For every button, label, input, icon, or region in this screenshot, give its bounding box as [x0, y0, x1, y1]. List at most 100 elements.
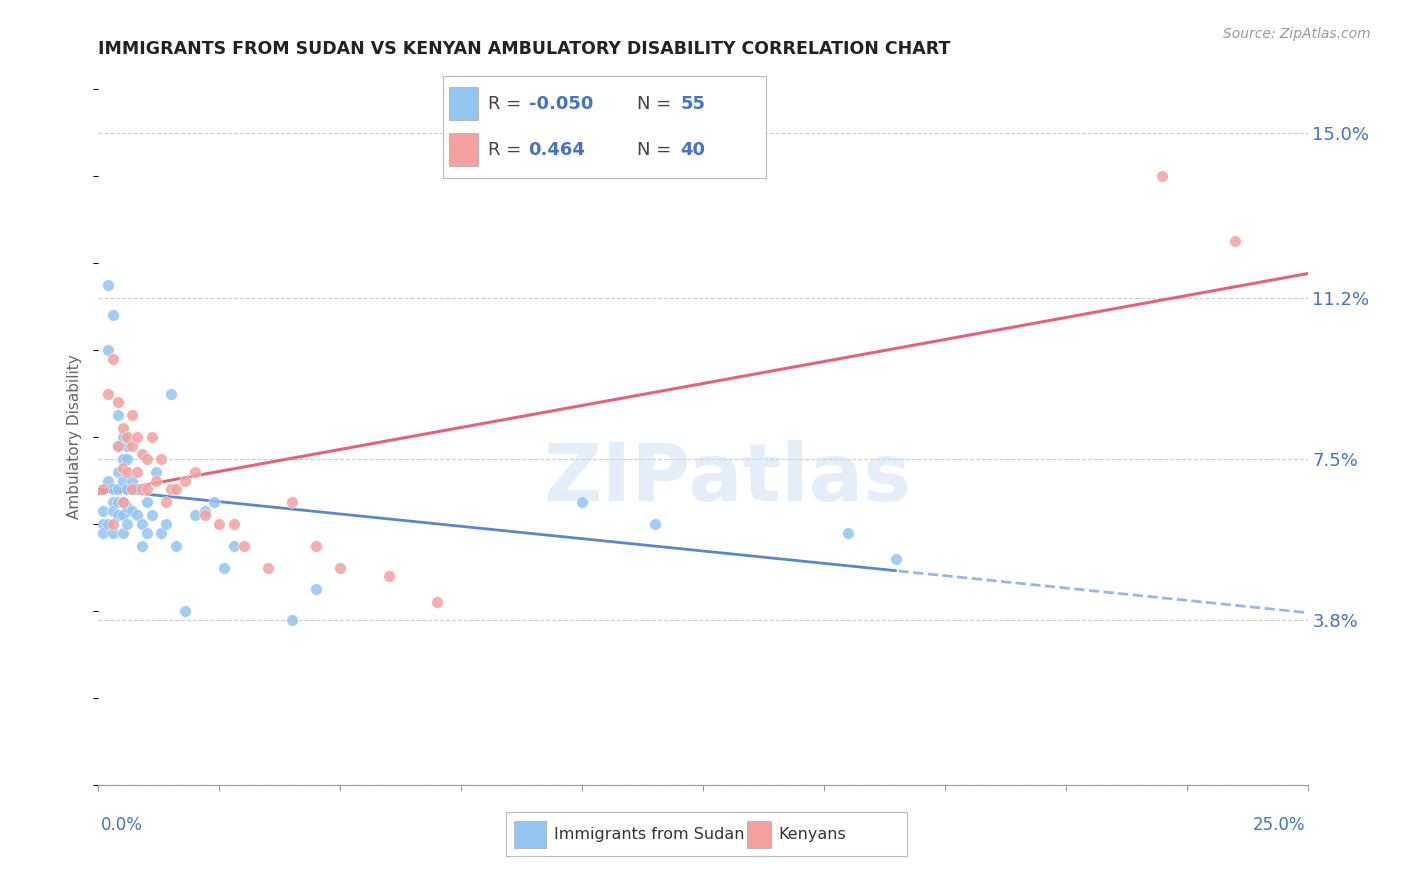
Point — [117, 482, 139, 496]
Point — [97, 474, 120, 488]
Text: 40: 40 — [681, 141, 706, 159]
Point — [131, 539, 153, 553]
Text: 0.464: 0.464 — [529, 141, 585, 159]
Bar — [450, 133, 478, 166]
Point — [886, 551, 908, 566]
Text: Source: ZipAtlas.com: Source: ZipAtlas.com — [1223, 27, 1371, 41]
Point — [121, 474, 143, 488]
Point — [131, 482, 153, 496]
Point — [101, 482, 124, 496]
Point — [377, 569, 399, 583]
Point — [107, 482, 129, 496]
Point — [117, 465, 139, 479]
Point — [117, 430, 139, 444]
Point — [117, 500, 139, 514]
Point — [222, 516, 245, 531]
Point — [107, 439, 129, 453]
Point — [107, 409, 129, 423]
Point — [135, 525, 157, 540]
Text: ZIPatlas: ZIPatlas — [543, 440, 911, 518]
Point — [107, 439, 129, 453]
Point — [212, 560, 235, 574]
Point — [305, 539, 328, 553]
Point — [91, 516, 114, 531]
Point — [127, 482, 149, 496]
Point — [174, 474, 197, 488]
Text: Kenyans: Kenyans — [779, 827, 846, 841]
Point — [91, 525, 114, 540]
Point — [184, 465, 207, 479]
Point — [204, 495, 226, 509]
Bar — [450, 87, 478, 120]
Point — [111, 525, 134, 540]
Point — [117, 516, 139, 531]
Point — [111, 421, 134, 435]
Point — [329, 560, 352, 574]
Point — [1223, 235, 1246, 249]
Point — [97, 277, 120, 292]
Point — [107, 495, 129, 509]
Point — [145, 474, 167, 488]
Text: R =: R = — [488, 95, 527, 112]
Point — [111, 430, 134, 444]
Point — [117, 439, 139, 453]
Text: R =: R = — [488, 141, 533, 159]
Point — [101, 351, 124, 366]
Point — [101, 495, 124, 509]
Point — [426, 595, 449, 609]
Point — [121, 439, 143, 453]
Bar — [515, 821, 546, 848]
Point — [97, 516, 120, 531]
Point — [107, 465, 129, 479]
Point — [101, 525, 124, 540]
Text: 0.0%: 0.0% — [101, 816, 143, 834]
Point — [131, 447, 153, 462]
Point — [91, 482, 114, 496]
Point — [232, 539, 254, 553]
Point — [281, 613, 304, 627]
Point — [107, 508, 129, 523]
Point — [111, 460, 134, 475]
Point — [135, 482, 157, 496]
Point — [141, 508, 163, 523]
Point — [208, 516, 231, 531]
Point — [127, 465, 149, 479]
Point — [121, 504, 143, 518]
Point — [97, 386, 120, 401]
Point — [155, 495, 177, 509]
Point — [165, 482, 187, 496]
Point — [1152, 169, 1174, 183]
Point — [97, 343, 120, 357]
Point — [111, 508, 134, 523]
Point — [155, 516, 177, 531]
Point — [101, 516, 124, 531]
Point — [91, 504, 114, 518]
Point — [127, 430, 149, 444]
Text: 55: 55 — [681, 95, 706, 112]
Point — [165, 539, 187, 553]
Point — [194, 508, 217, 523]
Point — [121, 409, 143, 423]
Point — [135, 495, 157, 509]
Point — [222, 539, 245, 553]
Point — [121, 482, 143, 496]
Point — [184, 508, 207, 523]
Point — [101, 308, 124, 322]
Point — [194, 504, 217, 518]
Point — [160, 386, 183, 401]
Text: N =: N = — [637, 95, 676, 112]
Point — [141, 430, 163, 444]
Point — [107, 395, 129, 409]
Point — [160, 482, 183, 496]
Point — [111, 451, 134, 466]
Point — [117, 451, 139, 466]
Bar — [747, 821, 770, 848]
Point — [145, 465, 167, 479]
Y-axis label: Ambulatory Disability: Ambulatory Disability — [67, 355, 83, 519]
Point — [101, 504, 124, 518]
Point — [131, 516, 153, 531]
Text: IMMIGRANTS FROM SUDAN VS KENYAN AMBULATORY DISABILITY CORRELATION CHART: IMMIGRANTS FROM SUDAN VS KENYAN AMBULATO… — [98, 40, 950, 58]
Point — [150, 451, 173, 466]
Text: Immigrants from Sudan: Immigrants from Sudan — [554, 827, 745, 841]
Point — [281, 495, 304, 509]
